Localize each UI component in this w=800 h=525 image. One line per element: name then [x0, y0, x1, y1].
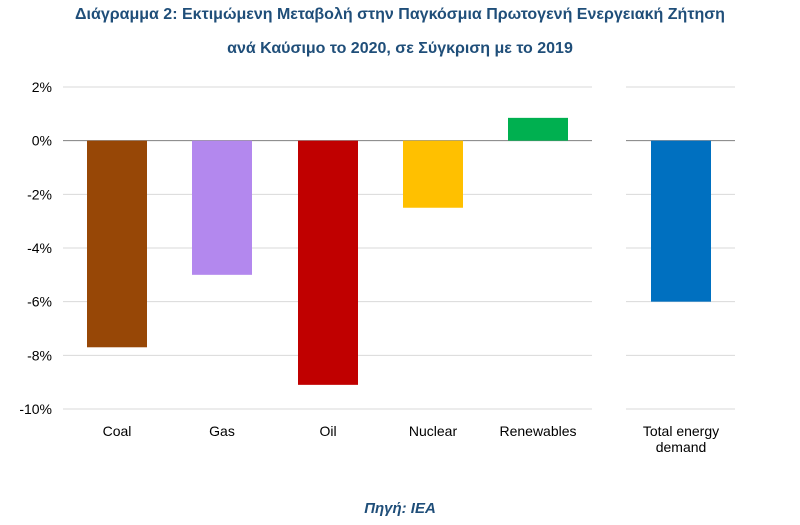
- y-tick-label: -10%: [19, 401, 52, 417]
- bar-coal: [87, 140, 147, 348]
- y-tick-label: 0%: [32, 133, 52, 149]
- y-tick-label: -2%: [27, 186, 52, 202]
- y-tick-label: -4%: [27, 240, 52, 256]
- source-note: Πηγή: IEA: [364, 500, 436, 517]
- bar-renewables: [508, 117, 568, 141]
- chart-title-line1: Διάγραμμα 2: Εκτιμώμενη Μεταβολή στην Πα…: [75, 6, 725, 23]
- x-tick-label: Nuclear: [409, 423, 458, 439]
- x-tick-label: demand: [656, 439, 707, 455]
- x-tick-label: Total energy: [643, 423, 719, 439]
- y-tick-label: -6%: [27, 294, 52, 310]
- y-tick-label: 2%: [32, 79, 52, 95]
- bar-gas: [192, 140, 252, 275]
- x-tick-label: Gas: [209, 423, 235, 439]
- y-tick-label: -8%: [27, 347, 52, 363]
- bar-nuclear: [403, 140, 463, 208]
- chart-title-line2: ανά Καύσιμο το 2020, σε Σύγκριση με το 2…: [227, 40, 573, 57]
- x-tick-label: Renewables: [499, 423, 576, 439]
- x-tick-label: Oil: [319, 423, 336, 439]
- bar-total-energy-demand: [651, 140, 711, 302]
- x-tick-label: Coal: [103, 423, 132, 439]
- bar-oil: [298, 140, 358, 385]
